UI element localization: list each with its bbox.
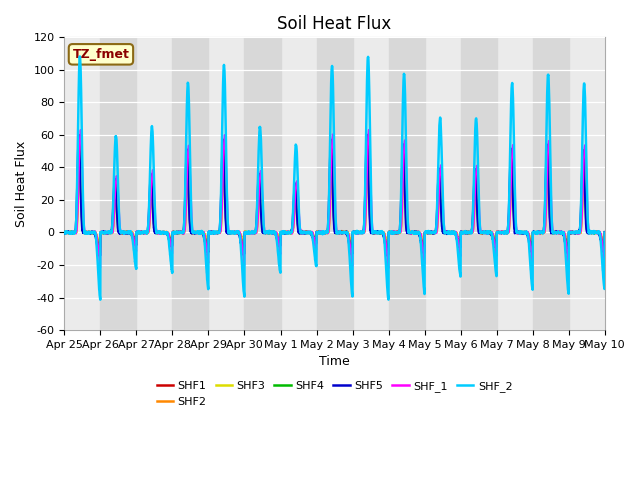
- SHF5: [384, 253, 392, 259]
- SHF1: [76, 140, 83, 146]
- Line: SHF1: SHF1: [65, 143, 605, 254]
- SHF5: [211, 229, 219, 235]
- Title: Soil Heat Flux: Soil Heat Flux: [277, 15, 392, 33]
- SHF_1: [397, 228, 404, 234]
- SHF5: [550, 230, 557, 236]
- SHF4: [96, 245, 104, 251]
- SHF1: [61, 229, 68, 235]
- SHF3: [76, 151, 84, 157]
- SHF_2: [76, 54, 84, 60]
- SHF1: [388, 229, 396, 235]
- SHF2: [384, 249, 392, 255]
- SHF1: [212, 230, 220, 236]
- SHF_1: [601, 259, 609, 265]
- SHF4: [397, 218, 404, 224]
- Line: SHF_2: SHF_2: [65, 57, 605, 300]
- Line: SHF2: SHF2: [65, 148, 605, 252]
- SHF_2: [61, 229, 68, 235]
- SHF5: [363, 132, 371, 138]
- SHF5: [397, 204, 404, 209]
- SHF_1: [550, 230, 557, 236]
- SHF_1: [176, 230, 184, 236]
- Bar: [532, 37, 569, 330]
- SHF_2: [397, 205, 404, 211]
- SHF_1: [601, 230, 609, 236]
- SHF1: [177, 229, 184, 235]
- Bar: [388, 37, 424, 330]
- SHF_2: [388, 228, 396, 234]
- SHF4: [388, 229, 396, 235]
- SHF3: [397, 228, 404, 234]
- Bar: [100, 37, 136, 330]
- SHF1: [385, 252, 392, 257]
- SHF4: [601, 229, 609, 235]
- SHF_2: [601, 286, 609, 292]
- Line: SHF3: SHF3: [65, 154, 605, 248]
- Bar: [172, 37, 209, 330]
- SHF1: [601, 247, 609, 253]
- Bar: [317, 37, 353, 330]
- SHF_2: [601, 229, 609, 235]
- Y-axis label: Soil Heat Flux: Soil Heat Flux: [15, 141, 28, 227]
- SHF1: [601, 229, 609, 235]
- SHF_1: [385, 265, 392, 271]
- SHF2: [397, 226, 404, 231]
- SHF3: [388, 229, 396, 235]
- SHF_2: [177, 230, 184, 236]
- SHF3: [601, 230, 609, 236]
- SHF2: [388, 229, 396, 235]
- SHF3: [177, 230, 184, 236]
- Bar: [461, 37, 497, 330]
- SHF_1: [365, 127, 372, 132]
- SHF4: [177, 230, 184, 236]
- SHF4: [61, 230, 68, 236]
- Text: TZ_fmet: TZ_fmet: [72, 48, 129, 61]
- SHF4: [212, 229, 220, 235]
- SHF3: [601, 243, 609, 249]
- Line: SHF4: SHF4: [65, 158, 605, 248]
- Bar: [244, 37, 280, 330]
- SHF_1: [61, 230, 68, 236]
- SHF1: [397, 221, 404, 227]
- SHF3: [61, 230, 68, 236]
- SHF3: [212, 229, 220, 235]
- SHF3: [550, 229, 557, 235]
- SHF2: [61, 229, 68, 235]
- SHF_2: [550, 229, 557, 235]
- SHF5: [601, 229, 609, 235]
- SHF5: [601, 249, 609, 254]
- SHF_1: [388, 229, 396, 235]
- SHF5: [388, 229, 396, 235]
- SHF2: [601, 229, 609, 235]
- SHF_2: [97, 297, 104, 302]
- SHF4: [76, 156, 83, 161]
- SHF5: [61, 230, 68, 236]
- SHF1: [550, 230, 557, 236]
- SHF2: [176, 230, 184, 236]
- SHF3: [96, 245, 104, 251]
- X-axis label: Time: Time: [319, 355, 350, 368]
- SHF2: [211, 230, 219, 236]
- SHF_2: [212, 230, 220, 236]
- SHF5: [176, 229, 184, 235]
- SHF4: [601, 242, 609, 248]
- SHF_1: [211, 229, 219, 235]
- Legend: SHF1, SHF2, SHF3, SHF4, SHF5, SHF_1, SHF_2: SHF1, SHF2, SHF3, SHF4, SHF5, SHF_1, SHF…: [152, 377, 517, 411]
- Line: SHF5: SHF5: [65, 135, 605, 256]
- Line: SHF_1: SHF_1: [65, 130, 605, 268]
- SHF2: [601, 246, 609, 252]
- SHF2: [364, 145, 372, 151]
- SHF4: [550, 229, 557, 235]
- SHF2: [550, 229, 557, 235]
